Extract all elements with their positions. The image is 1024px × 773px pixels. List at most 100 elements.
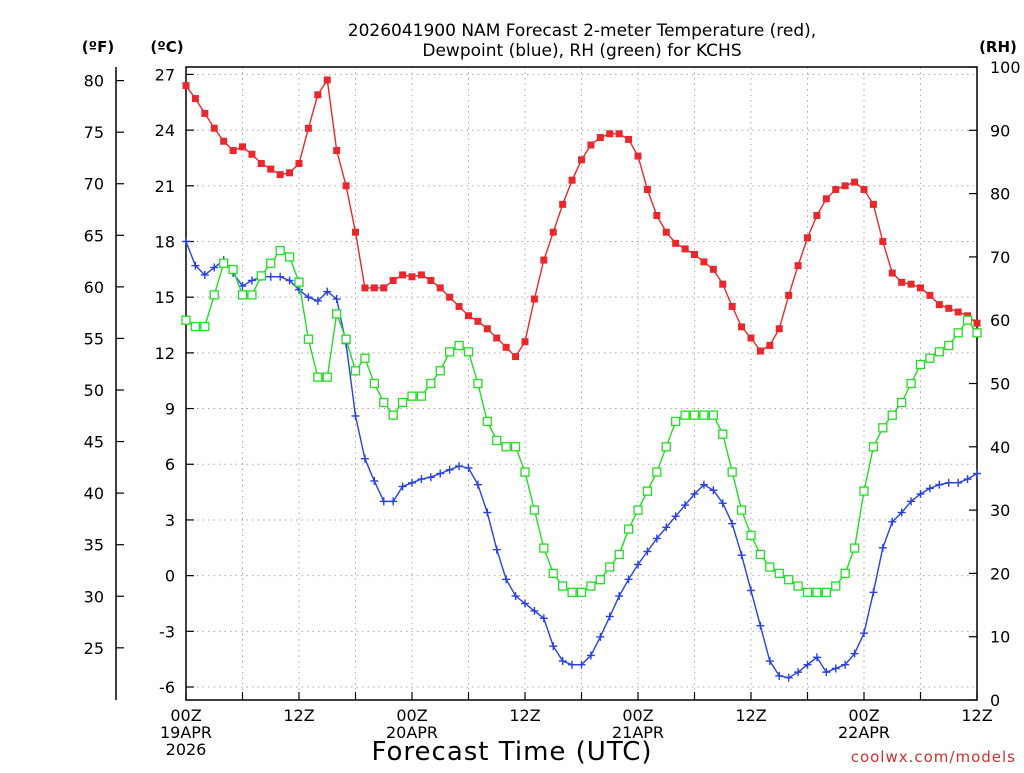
x-axis-label: Forecast Time (UTC) [371,737,652,767]
rh-point [812,587,822,598]
rh-point [793,581,803,591]
dewpoint-point [784,673,793,682]
rh-point [802,587,813,598]
rh-point [209,290,219,300]
celsius-tick-label: 3 [165,511,175,530]
temperature-point [747,334,755,342]
x-tick-label: 2026 [166,740,207,759]
rh-point [397,397,408,408]
temperature-point [775,325,783,333]
temperature-point [719,280,727,288]
dewpoint-point [671,512,680,521]
rh-point [746,530,756,541]
temperature-point [342,182,350,190]
x-tick-label: 12Z [283,706,314,725]
temperature-point [229,147,237,155]
grid-lines [186,67,977,700]
dewpoint-point [794,668,803,677]
temperature-point [917,284,924,292]
rh-point [332,309,342,319]
rh-point [925,353,935,363]
dewpoint-point [426,473,435,482]
temperature-point [521,338,529,346]
rh-point [953,328,963,338]
dewpoint-point [944,478,953,487]
dewpoint-point [266,272,275,281]
temperature-point [898,278,906,286]
temperature-point [483,325,491,333]
rh-point [510,442,521,452]
rh-point [821,587,831,598]
dewpoint-point [210,263,219,272]
temperature-point [436,284,444,292]
temperature-point [502,343,510,351]
temperature-point [201,109,209,117]
dewpoint-point [775,671,784,680]
dewpoint-point [869,588,878,597]
temperature-point [643,186,651,194]
temperature-point [286,169,294,177]
temperature-point [427,276,435,284]
dewpoint-point [963,475,972,484]
temperature-point [267,165,275,173]
rh-point [708,410,718,420]
rh-point [247,290,257,300]
temperature-point [323,76,331,84]
dewpoint-point [473,480,482,489]
dewpoint-point [445,465,454,474]
x-tick-label: 00Z [622,706,653,725]
rh-point [784,575,794,585]
rh-point [181,315,191,325]
dewpoint-point [285,276,294,285]
dewpoint-point [521,599,529,608]
dewpoint-point [483,508,492,517]
dewpoint-point [841,660,850,669]
dewpoint-point [398,482,407,491]
fahrenheit-tick-label: 35 [84,536,104,555]
dewpoint-point [313,296,322,305]
temperature-point [314,91,322,99]
dewpoint-point [464,463,473,472]
fahrenheit-tick-label: 70 [84,175,104,194]
temperature-point [728,302,736,310]
temperature-point [926,291,934,299]
dewpoint-point [436,469,445,478]
dewpoint-point [615,592,624,601]
dewpoint-point [690,489,699,498]
temperature-point [587,141,595,149]
dewpoint-point [389,497,398,506]
temperature-point [738,323,746,331]
temperature-point [446,293,454,301]
axes: 25 30 35 40 45 50 55 60 65 70 75 80 -6 -3 0 3 6 9 12 15 18 21… [84,58,1021,759]
rh-point [322,372,332,382]
dewpoint-point [511,592,520,601]
dewpoint-point [718,499,727,508]
dewpoint-point [530,606,539,615]
dewpoint-point [747,586,755,595]
rh-point [962,315,973,325]
celsius-tick-label: 12 [155,344,175,363]
rh-point [736,505,747,515]
rh-point [463,347,474,357]
dewpoint-point [539,614,548,623]
rh-point [671,416,681,427]
temperature-point [973,319,981,327]
temperature-point [851,178,859,186]
temperature-point [276,171,284,179]
rh-point [416,391,427,401]
temperature-point [512,353,520,361]
rh-point [473,378,483,389]
rh-tick-label: 80 [990,185,1010,204]
dewpoint-point [596,632,605,641]
rh-point [642,486,653,496]
fahrenheit-tick-label: 75 [84,123,104,142]
temperature-point [389,276,397,284]
dewpoint-point [558,657,567,666]
dewpoint-point [191,261,200,270]
temperature-point [813,212,821,220]
dewpoint-point [822,668,831,677]
temperature-point [634,152,642,160]
temperature-point [653,212,661,220]
temperature-point [182,82,190,90]
fahrenheit-tick-label: 30 [84,587,104,606]
